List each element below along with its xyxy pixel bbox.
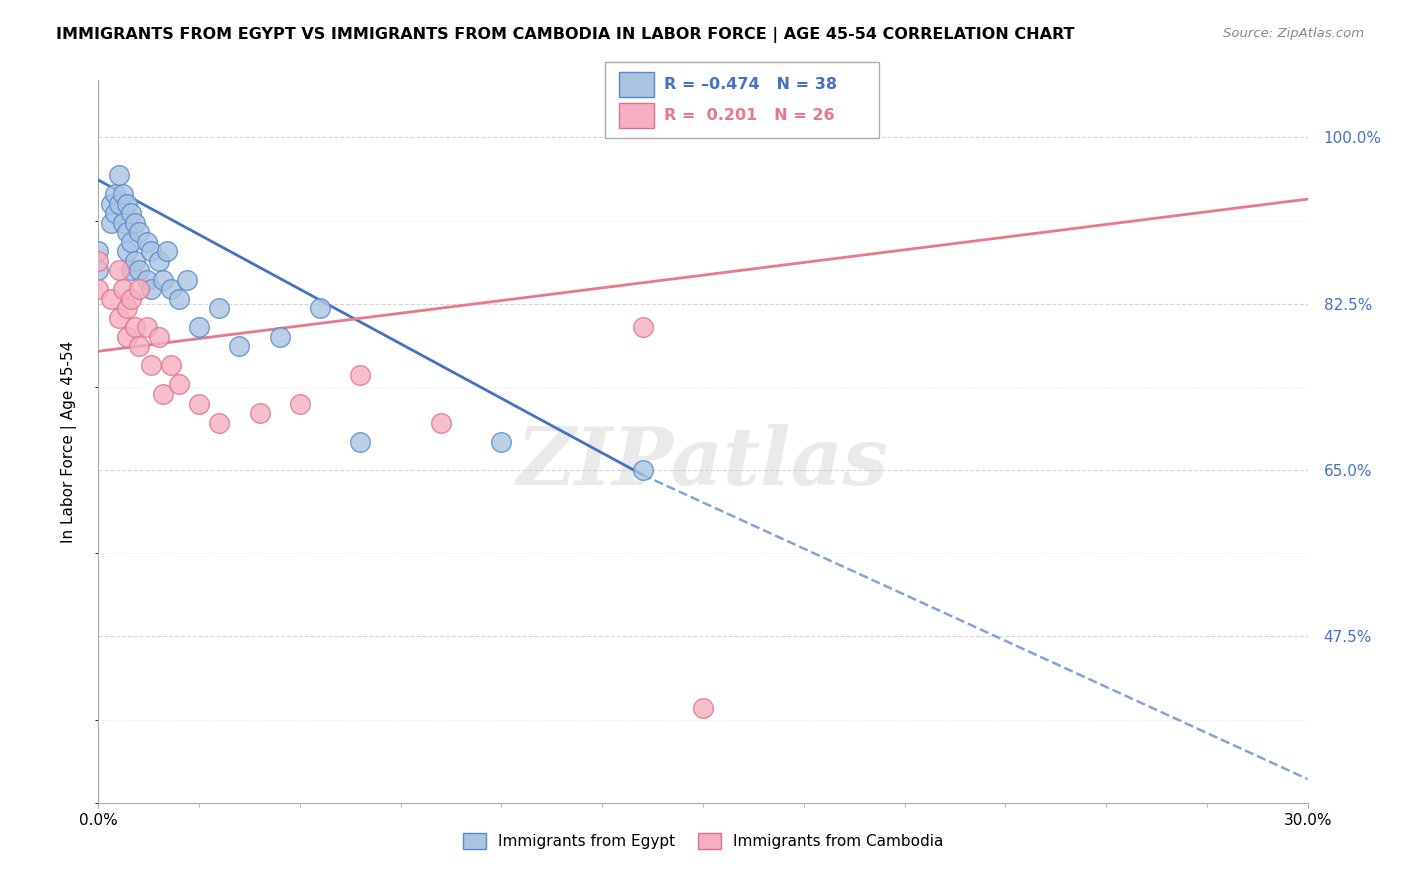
Point (124, 320, 146, 334)
Point (120, 292, 142, 306)
Legend: Immigrants from Egypt, Immigrants from Cambodia: Immigrants from Egypt, Immigrants from C… (463, 833, 943, 849)
Point (188, 320, 211, 334)
Point (176, 273, 198, 287)
Point (135, 235, 157, 249)
Point (692, 700, 714, 714)
Text: IMMIGRANTS FROM EGYPT VS IMMIGRANTS FROM CAMBODIA IN LABOR FORCE | AGE 45-54 COR: IMMIGRANTS FROM EGYPT VS IMMIGRANTS FROM… (56, 27, 1074, 43)
Point (188, 396, 211, 410)
Y-axis label: In Labor Force | Age 45-54: In Labor Force | Age 45-54 (60, 341, 77, 542)
Point (631, 320, 654, 334)
Point (115, 301, 138, 316)
Point (167, 377, 190, 392)
Point (160, 359, 183, 373)
Point (167, 292, 190, 306)
Point (107, 263, 129, 277)
Point (87, 263, 110, 277)
Point (111, 216, 134, 230)
Point (135, 320, 157, 334)
Point (139, 244, 162, 259)
Point (148, 253, 170, 268)
Point (249, 406, 271, 420)
Text: R =  0.201   N = 26: R = 0.201 N = 26 (664, 108, 834, 122)
Point (156, 244, 179, 259)
Point (87, 244, 110, 259)
Point (228, 339, 250, 353)
Point (100, 216, 122, 230)
Point (107, 310, 129, 325)
Text: Source: ZipAtlas.com: Source: ZipAtlas.com (1223, 27, 1364, 40)
Point (115, 244, 138, 259)
Point (115, 197, 138, 211)
Point (107, 197, 129, 211)
Point (139, 359, 162, 373)
Text: ZIPatlas: ZIPatlas (517, 425, 889, 502)
Point (128, 339, 150, 353)
Point (124, 253, 146, 268)
Point (120, 206, 142, 220)
Point (139, 282, 162, 296)
Text: R = –0.474   N = 38: R = –0.474 N = 38 (664, 78, 837, 92)
Point (107, 169, 129, 183)
Point (349, 368, 371, 382)
Point (100, 197, 122, 211)
Point (115, 226, 138, 240)
Point (135, 273, 157, 287)
Point (128, 263, 150, 277)
Point (491, 434, 513, 449)
Point (103, 206, 125, 220)
Point (208, 416, 231, 430)
Point (148, 330, 170, 344)
Point (120, 263, 142, 277)
Point (430, 416, 453, 430)
Point (120, 235, 142, 249)
Point (111, 187, 134, 202)
Point (115, 330, 138, 344)
Point (128, 226, 150, 240)
Point (111, 282, 134, 296)
Point (124, 216, 146, 230)
Point (631, 463, 654, 477)
Point (160, 282, 183, 296)
Point (87, 253, 110, 268)
Point (208, 301, 231, 316)
Point (152, 273, 174, 287)
Point (349, 434, 371, 449)
Point (103, 187, 125, 202)
Point (87, 282, 110, 296)
Point (288, 396, 311, 410)
Point (269, 330, 291, 344)
Point (100, 292, 122, 306)
Point (128, 282, 150, 296)
Point (309, 301, 332, 316)
Point (152, 387, 174, 401)
